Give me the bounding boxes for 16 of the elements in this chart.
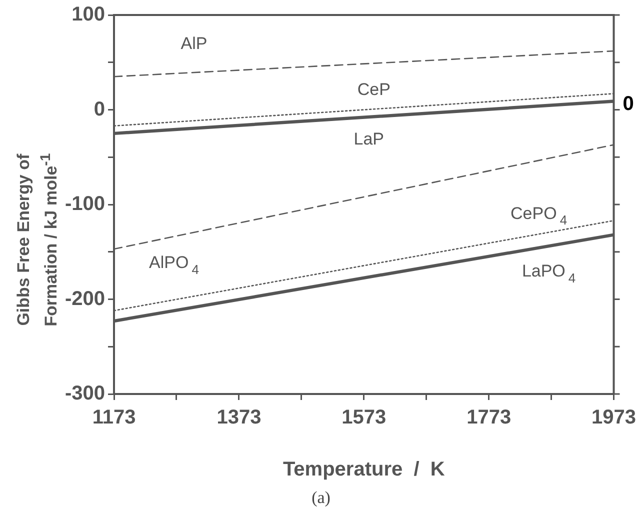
text: 0 <box>622 92 634 115</box>
y-tick-label: 0 <box>94 98 106 120</box>
x-tick-label: 1773 <box>466 406 512 429</box>
text: (a) <box>310 488 332 508</box>
x-tick-label: 1373 <box>216 406 262 429</box>
y-tick-label: 100 <box>72 4 106 26</box>
series-label: CeP <box>357 80 390 99</box>
series-label: LaP <box>354 130 384 149</box>
y-tick-label: -300 <box>65 382 106 405</box>
y-tick-label: -200 <box>65 288 106 310</box>
x-tick-label: 1973 <box>592 406 636 429</box>
x-tick-label: 1173 <box>92 406 136 429</box>
x-axis-title: Temperature / K <box>282 458 446 481</box>
series-label: AlP <box>180 34 208 54</box>
y-tick-label: -100 <box>65 193 106 216</box>
x-tick-label: 1573 <box>342 406 386 429</box>
